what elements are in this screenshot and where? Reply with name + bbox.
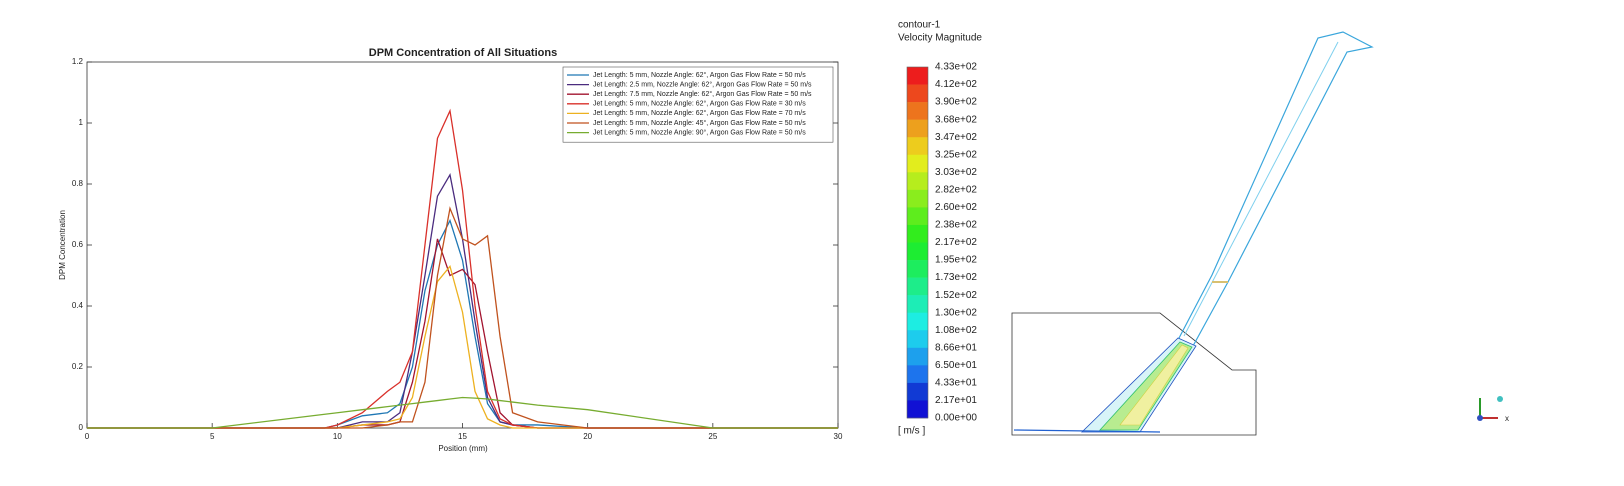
y-axis-label: DPM Concentration: [58, 210, 67, 280]
legend-box: [562, 66, 834, 143]
x-axis-label: Position (mm): [438, 444, 488, 453]
colorbar-label: 3.47e+02: [935, 132, 977, 143]
colorbar-band: [907, 67, 928, 85]
legend-label: Jet Length: 5 mm, Nozzle Angle: 45°, Arg…: [593, 119, 806, 127]
series-line: [87, 396, 838, 429]
series-line: [87, 206, 838, 429]
colorbar-label: 4.33e+01: [935, 378, 977, 389]
colorbar-label: 2.17e+02: [935, 237, 977, 248]
triad-origin: [1477, 415, 1483, 421]
x-tick-label: 20: [583, 432, 592, 441]
x-tick-label: 25: [708, 432, 717, 441]
legend-label: Jet Length: 7.5 mm, Nozzle Angle: 62°, A…: [593, 90, 812, 98]
colorbar-label: 1.52e+02: [935, 290, 977, 301]
colorbar-label: 8.66e+01: [935, 342, 977, 353]
x-tick-label: 10: [333, 432, 342, 441]
colorbar-band: [907, 242, 928, 261]
colorbar-label: 2.82e+02: [935, 184, 977, 195]
triad-label: x: [1505, 414, 1509, 423]
colorbar-label: 2.17e+01: [935, 395, 977, 406]
series-line: [87, 173, 838, 429]
colorbar-label: 4.12e+02: [935, 79, 977, 90]
colorbar-label: 3.90e+02: [935, 97, 977, 108]
contour-view: contour-1 Velocity Magnitude [ m/s ] x 4…: [898, 20, 1509, 437]
colorbar-label: 3.68e+02: [935, 114, 977, 125]
colorbar-label: 1.30e+02: [935, 307, 977, 318]
y-tick-label: 0.2: [72, 362, 84, 371]
series-line: [87, 264, 838, 429]
y-tick-label: 0: [79, 423, 84, 432]
triad-marker: [1497, 396, 1503, 402]
chart: DPM Concentration of All Situations Posi…: [58, 47, 843, 453]
nozzle-tube: [1177, 31, 1374, 347]
colorbar-band: [907, 137, 928, 156]
chart-title: DPM Concentration of All Situations: [369, 47, 557, 59]
colorbar-label: 1.95e+02: [935, 255, 977, 266]
axis-triad: x: [1477, 396, 1509, 423]
colorbar-band: [907, 84, 928, 103]
colorbar-label: 1.73e+02: [935, 272, 977, 283]
colorbar-band: [907, 224, 928, 243]
contour-variable: Velocity Magnitude: [898, 33, 982, 44]
x-tick-label: 30: [834, 432, 843, 441]
colorbar-band: [907, 365, 928, 384]
colorbar-band: [907, 382, 928, 401]
colorbar-band: [907, 312, 928, 331]
colorbar-band: [907, 207, 928, 226]
colorbar-band: [907, 330, 928, 349]
colorbar-label: 2.38e+02: [935, 220, 977, 231]
colorbar-band: [907, 295, 928, 313]
colorbar-band: [907, 102, 928, 120]
vessel-outline: [1011, 312, 1257, 436]
colorbar-band: [907, 277, 928, 296]
colorbar-label: 1.08e+02: [935, 325, 977, 336]
series-line: [87, 238, 838, 429]
x-tick-label: 5: [210, 432, 215, 441]
colorbar-label: 4.33e+02: [935, 62, 977, 73]
legend-label: Jet Length: 5 mm, Nozzle Angle: 62°, Arg…: [593, 71, 806, 79]
colorbar-band: [907, 260, 928, 278]
colorbar-band: [907, 189, 928, 208]
colorbar-label: 0.00e+00: [935, 413, 977, 424]
y-tick-label: 1.2: [72, 57, 84, 66]
colorbar-band: [907, 172, 928, 191]
y-tick-label: 0.6: [72, 240, 84, 249]
colorbar-band: [907, 119, 928, 138]
jet-plume: [1119, 344, 1189, 426]
legend-label: Jet Length: 5 mm, Nozzle Angle: 62°, Arg…: [593, 100, 806, 108]
bottom-flow: [1013, 429, 1161, 433]
legend-label: Jet Length: 5 mm, Nozzle Angle: 62°, Arg…: [593, 109, 806, 117]
colorbar-band: [907, 347, 928, 366]
contour-title: contour-1: [898, 20, 941, 31]
x-tick-label: 15: [458, 432, 467, 441]
x-tick-label: 0: [85, 432, 90, 441]
colorbar-label: 2.60e+02: [935, 202, 977, 213]
nozzle-contour: [1183, 41, 1339, 337]
legend-label: Jet Length: 2.5 mm, Nozzle Angle: 62°, A…: [593, 80, 812, 88]
colorbar-band: [907, 400, 928, 419]
legend-label: Jet Length: 5 mm, Nozzle Angle: 90°, Arg…: [593, 128, 806, 136]
colorbar-label: 3.25e+02: [935, 149, 977, 160]
y-tick-label: 0.4: [72, 301, 84, 310]
contour-unit: [ m/s ]: [898, 426, 925, 437]
colorbar-frame: [906, 66, 929, 419]
y-tick-label: 1: [79, 118, 84, 127]
y-tick-label: 0.8: [72, 179, 84, 188]
colorbar-label: 6.50e+01: [935, 360, 977, 371]
colorbar-band: [907, 154, 928, 173]
colorbar-label: 3.03e+02: [935, 167, 977, 178]
